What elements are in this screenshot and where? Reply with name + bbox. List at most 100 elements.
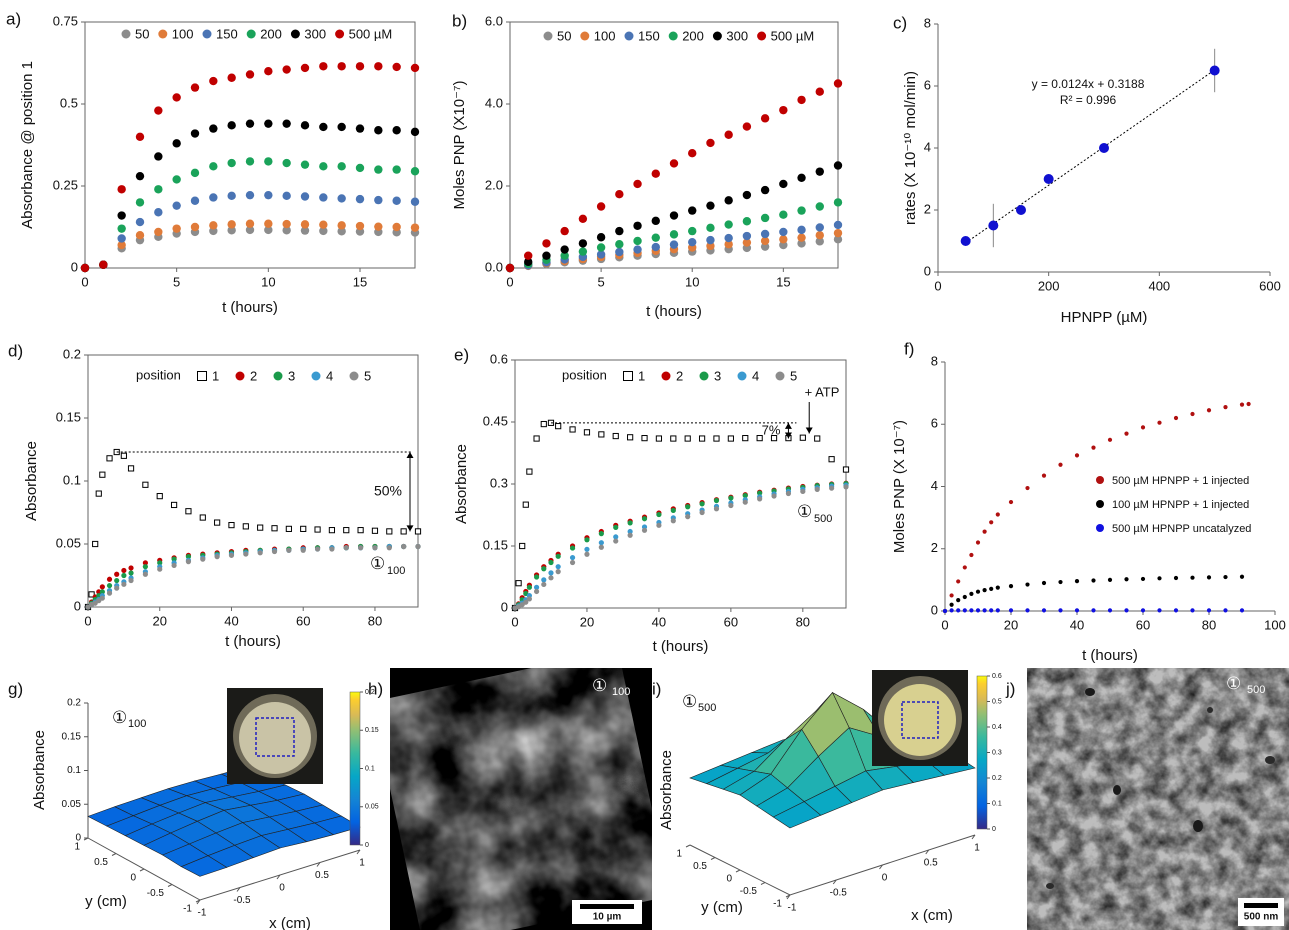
data-point [190, 222, 200, 232]
data-point [114, 577, 120, 584]
data-point [190, 168, 200, 178]
x-tick-label: -1 [788, 903, 797, 914]
data-point [264, 190, 273, 200]
data-point [1223, 608, 1228, 613]
particle [1085, 688, 1095, 696]
x-axis-label: HPNPP (µM) [1061, 309, 1148, 326]
legend-marker [668, 31, 678, 41]
data-point [799, 434, 806, 441]
legend-label: 500 µM HPNPP uncatalyzed [1112, 523, 1251, 535]
data-point [1157, 608, 1162, 613]
data-point [190, 129, 200, 138]
x-tick-label: 60 [1136, 617, 1150, 632]
colorbar-tick-label: 0.6 [992, 673, 1002, 680]
x-tick [316, 862, 321, 867]
data-point [120, 452, 127, 459]
data-point [548, 570, 554, 576]
y-tick [195, 899, 201, 903]
data-point [962, 608, 967, 613]
y-axis-label: Moles PNP (X10⁻⁷) [451, 81, 468, 210]
legend-marker [543, 31, 553, 41]
legend-label: 3 [714, 368, 721, 383]
data-point [271, 548, 278, 555]
data-point [612, 432, 619, 440]
panel-label: j) [1005, 679, 1015, 698]
legend-marker [121, 29, 131, 39]
series [511, 419, 850, 612]
data-point [698, 435, 706, 442]
legend-label: 300 [304, 26, 326, 41]
data-point [355, 124, 365, 133]
data-point [578, 239, 588, 248]
x-tick-label: 10 [685, 274, 699, 289]
annotation-sub: 100 [612, 686, 630, 698]
image-texture [1027, 668, 1289, 930]
annotation: 7% [762, 422, 781, 437]
data-point [533, 584, 540, 590]
data-point [157, 566, 163, 572]
x-tick [276, 874, 281, 880]
panel-label: c) [893, 13, 907, 32]
data-point [989, 608, 994, 613]
data-point [228, 522, 235, 529]
panel-label: b) [452, 11, 467, 30]
data-point [779, 227, 788, 237]
data-point [1091, 608, 1096, 613]
data-point [598, 531, 604, 537]
data-point [358, 545, 364, 551]
data-point [523, 599, 529, 605]
data-point [355, 163, 365, 173]
series [84, 448, 422, 611]
data-point [742, 217, 752, 226]
series [512, 484, 849, 611]
data-point [185, 508, 192, 515]
trendline [965, 69, 1215, 244]
data-point [227, 220, 236, 229]
data-point [526, 584, 532, 590]
data-point [797, 239, 806, 248]
x-axis-label: t (hours) [225, 633, 281, 650]
data-point [142, 481, 149, 488]
image-h: 10 µm [390, 668, 652, 930]
data-point [199, 514, 206, 521]
x-tick-label: 0 [506, 274, 513, 289]
plot-frame [514, 359, 847, 609]
legend-marker [712, 31, 722, 41]
data-point [560, 245, 569, 254]
data-point [243, 551, 249, 557]
data-point [113, 448, 120, 456]
y-tick-label: 0 [501, 599, 508, 614]
data-point [828, 456, 835, 463]
data-point [569, 545, 576, 551]
data-point [117, 185, 126, 194]
annotation-sub: 500 [1247, 684, 1265, 696]
y-tick-label: 1 [74, 842, 80, 853]
data-point [956, 608, 961, 613]
data-point [228, 552, 235, 558]
y-tick-label: 0.25 [53, 177, 78, 192]
y-tick-label: 6.0 [485, 13, 503, 28]
y-tick-label: 4.0 [485, 95, 503, 110]
data-point [779, 179, 788, 189]
data-point [337, 162, 346, 171]
y-axis-label: y (cm) [701, 899, 743, 916]
data-point [949, 593, 954, 598]
y-tick-label: 0.5 [693, 861, 707, 872]
legend-label: 300 [726, 28, 748, 43]
y-tick-label: 8 [931, 353, 938, 368]
trendline-equation: y = 0.0124x + 0.3188 [1032, 77, 1145, 91]
data-point [142, 571, 148, 577]
data-point [989, 520, 994, 525]
data-point [337, 227, 346, 236]
data-point [264, 67, 273, 76]
data-point [641, 435, 648, 442]
data-point [949, 608, 954, 613]
data-point [1025, 485, 1030, 491]
data-point [337, 122, 346, 132]
legend-label: 1 [638, 368, 645, 383]
data-point [257, 524, 264, 531]
data-point [372, 545, 378, 551]
x-tick-label: 15 [776, 274, 790, 289]
y-tick-label: 2 [924, 201, 931, 216]
data-point [583, 429, 591, 436]
